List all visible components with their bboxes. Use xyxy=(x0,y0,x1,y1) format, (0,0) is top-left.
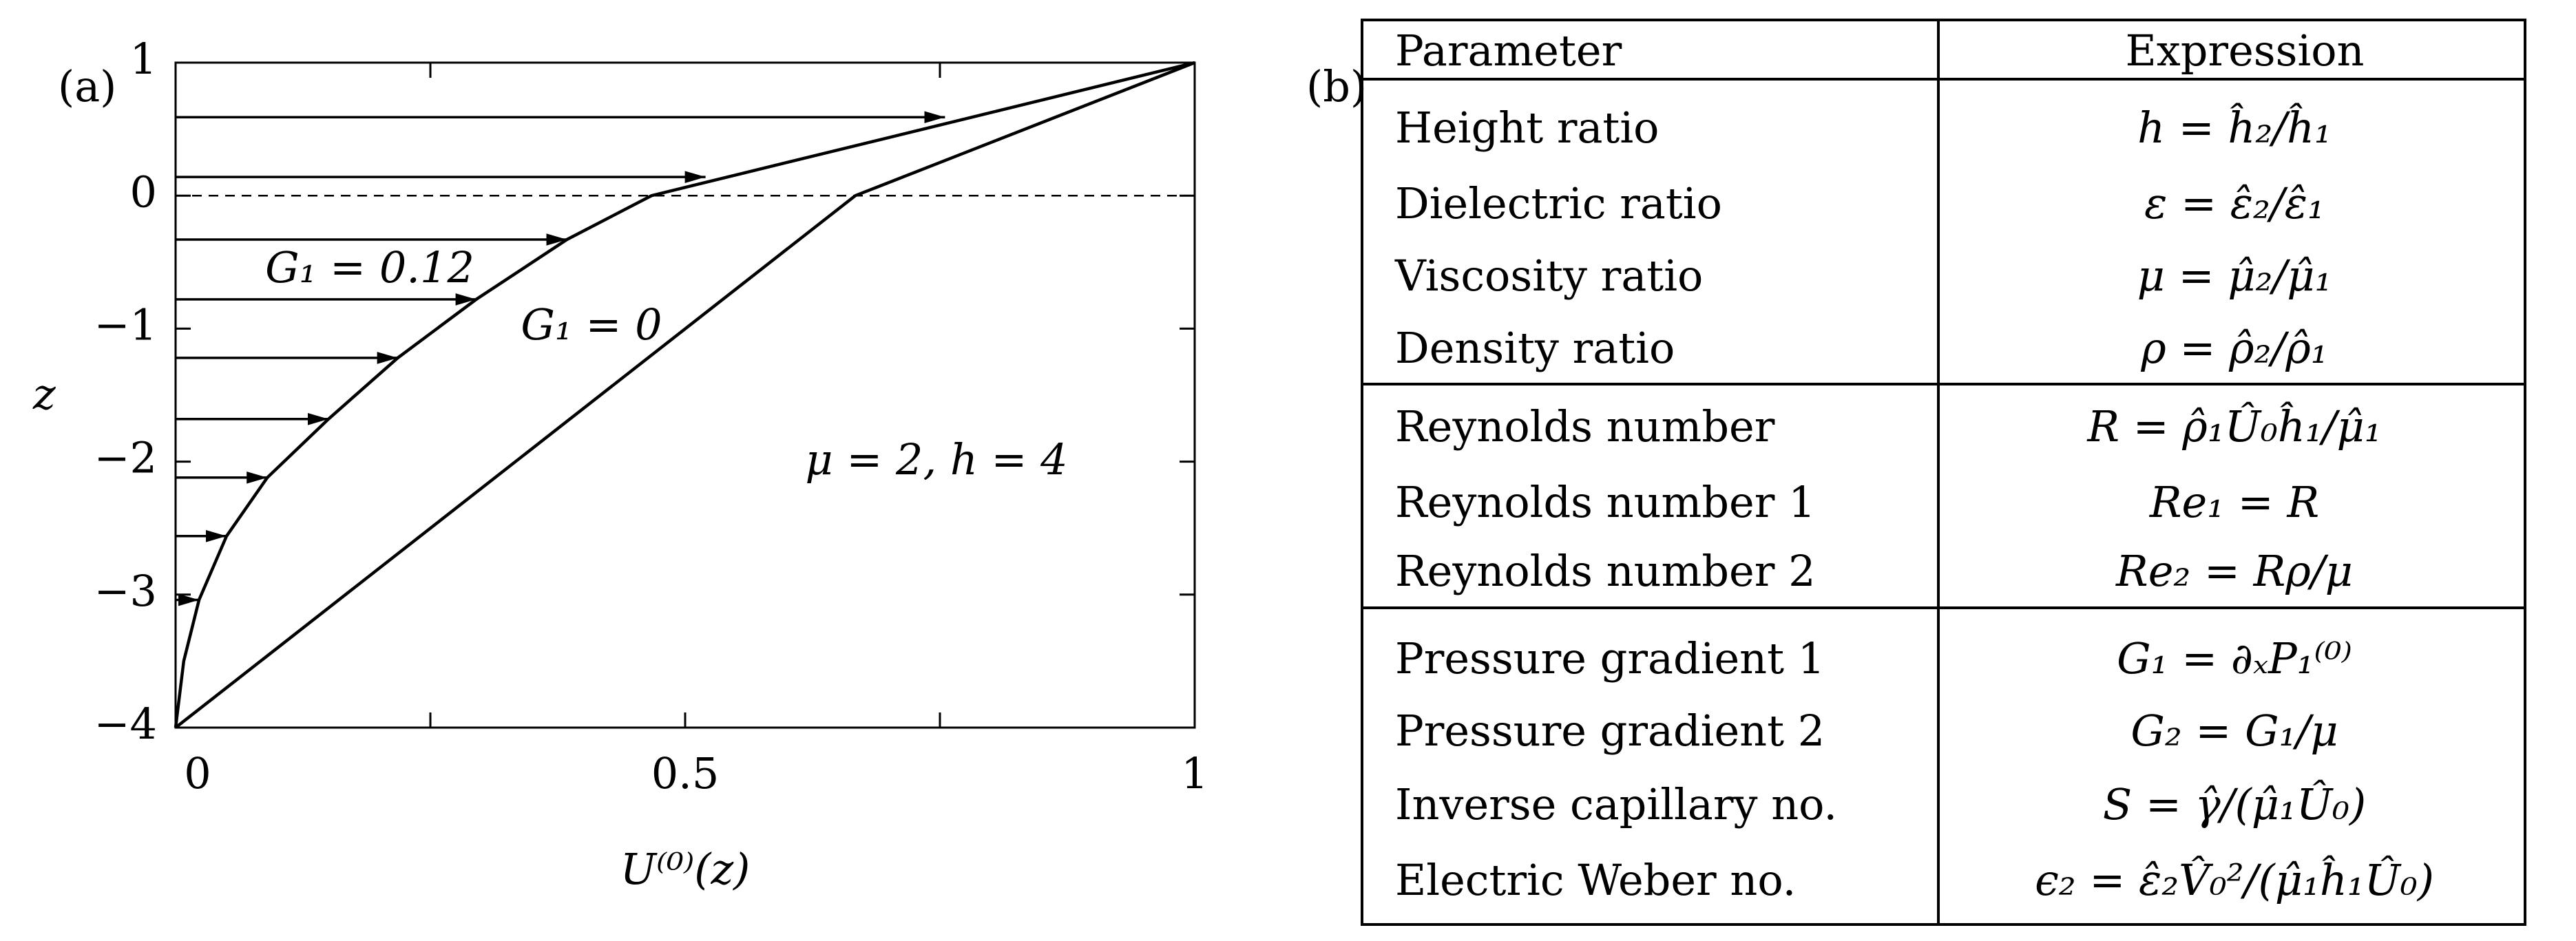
parameter-name: Viscosity ratio xyxy=(1394,251,1703,301)
y-tick-label: 0 xyxy=(130,167,157,217)
parameter-expression: ϵ₂ = ε̂₂V̂₀²/(μ̂₁ĥ₁Û₀) xyxy=(2035,855,2434,905)
parameter-name: Reynolds number 1 xyxy=(1395,477,1816,527)
parameter-name: Height ratio xyxy=(1395,103,1659,153)
x-tick-label: 0.5 xyxy=(651,748,720,799)
parameter-name: Inverse capillary no. xyxy=(1395,779,1837,829)
curve-label: G₁ = 0.12 xyxy=(265,242,474,293)
parameter-name: Density ratio xyxy=(1395,323,1675,373)
curve-label: G₁ = 0 xyxy=(521,299,662,350)
parameter-expression: ρ = ρ̂₂/ρ̂₁ xyxy=(2140,323,2327,373)
table-border xyxy=(1361,19,2526,926)
parameter-expression: Re₁ = R xyxy=(2149,477,2319,527)
parameter-expression: h = ĥ₂/ĥ₁ xyxy=(2137,103,2332,153)
x-axis-label: U⁽⁰⁾(z) xyxy=(620,844,751,894)
parameter-expression: G₂ = G₁/μ xyxy=(2130,706,2338,756)
y-tick-label: −3 xyxy=(94,566,157,616)
panel-label: (b) xyxy=(1306,61,1367,112)
curve xyxy=(174,61,1195,729)
parameter-name: Dielectric ratio xyxy=(1395,178,1722,229)
y-axis-label: z xyxy=(32,369,56,419)
table-header: Expression xyxy=(2126,25,2365,76)
x-tick-label: 0 xyxy=(184,748,211,799)
x-tick-label: 1 xyxy=(1181,748,1208,799)
parameter-expression: R = ρ̂₁Û₀ĥ₁/μ̂₁ xyxy=(2086,401,2381,452)
parameter-expression: G₁ = ∂ₓP₁⁽⁰⁾ xyxy=(2117,633,2352,684)
parameter-name: Reynolds number xyxy=(1395,401,1775,452)
y-tick-label: −2 xyxy=(94,433,157,483)
parameter-expression: S = γ̂/(μ̂₁Û₀) xyxy=(2103,779,2366,829)
parameter-expression: Re₂ = Rρ/μ xyxy=(2115,546,2353,596)
parameter-name: Electric Weber no. xyxy=(1395,855,1796,905)
plot-frame xyxy=(174,61,1196,729)
y-tick-label: −4 xyxy=(94,699,157,749)
table-header: Parameter xyxy=(1395,25,1622,76)
y-tick-label: −1 xyxy=(94,300,157,350)
parameter-expression: ε = ε̂₂/ε̂₁ xyxy=(2144,178,2325,229)
parameter-name: Reynolds number 2 xyxy=(1395,546,1816,596)
parameter-name: Pressure gradient 1 xyxy=(1395,633,1825,684)
parameter-expression: μ = μ̂₂/μ̂₁ xyxy=(2137,251,2332,301)
curve xyxy=(174,61,1195,728)
panel-label: (a) xyxy=(58,61,116,112)
parameter-name: Pressure gradient 2 xyxy=(1395,706,1825,756)
y-tick-label: 1 xyxy=(130,34,157,84)
annotation: μ = 2, h = 4 xyxy=(805,434,1067,485)
